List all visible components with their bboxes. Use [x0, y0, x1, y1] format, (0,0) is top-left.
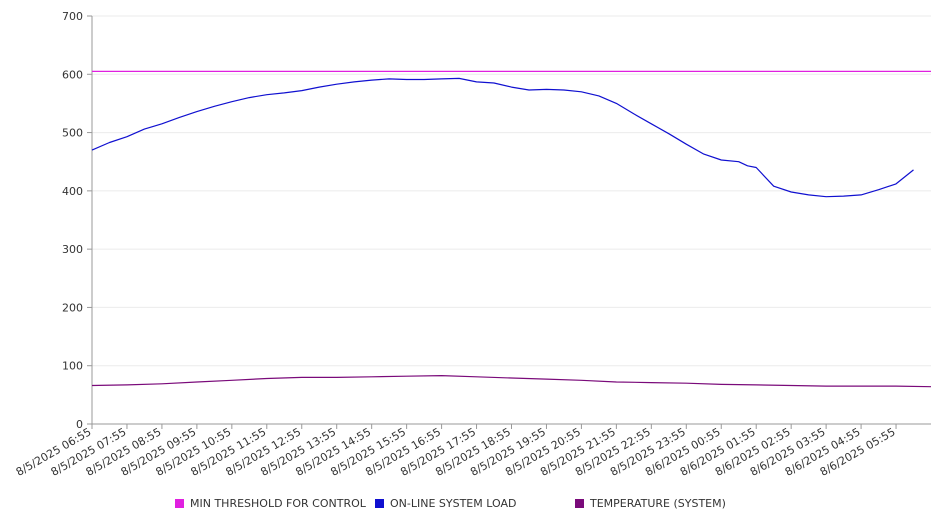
legend-swatch-temperature	[575, 499, 584, 508]
chart-legend: MIN THRESHOLD FOR CONTROL ON-LINE SYSTEM…	[0, 497, 946, 515]
y-tick-label: 0	[76, 418, 83, 431]
grid-lines	[92, 15, 931, 367]
legend-label-temperature: TEMPERATURE (SYSTEM)	[590, 497, 726, 510]
legend-label-min-threshold: MIN THRESHOLD FOR CONTROL	[190, 497, 366, 510]
y-tick-label: 500	[62, 127, 83, 140]
x-axis-ticks: 8/5/2025 06:558/5/2025 07:558/5/2025 08:…	[14, 424, 898, 479]
chart-axes	[91, 16, 931, 425]
legend-swatch-online-system-load	[375, 499, 384, 508]
y-tick-label: 400	[62, 185, 83, 198]
series-lines	[91, 70, 932, 388]
legend-swatch-min-threshold	[175, 499, 184, 508]
legend-label-online-system-load: ON-LINE SYSTEM LOAD	[390, 497, 517, 510]
y-tick-label: 300	[62, 243, 83, 256]
legend-item-online-system-load[interactable]: ON-LINE SYSTEM LOAD	[375, 497, 516, 510]
y-tick-label: 600	[62, 68, 83, 81]
legend-item-temperature[interactable]: TEMPERATURE (SYSTEM)	[575, 497, 726, 510]
legend-item-min-threshold[interactable]: MIN THRESHOLD FOR CONTROL	[175, 497, 366, 510]
y-tick-label: 200	[62, 301, 83, 314]
series-line-temperature	[91, 375, 932, 388]
y-axis-ticks: 0 100 200 300 400 500 600 700	[62, 10, 92, 431]
y-tick-label: 100	[62, 360, 83, 373]
series-line-online-system-load	[91, 77, 914, 198]
y-tick-label: 700	[62, 10, 83, 23]
